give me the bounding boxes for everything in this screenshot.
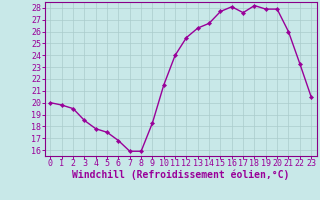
X-axis label: Windchill (Refroidissement éolien,°C): Windchill (Refroidissement éolien,°C) bbox=[72, 170, 290, 180]
